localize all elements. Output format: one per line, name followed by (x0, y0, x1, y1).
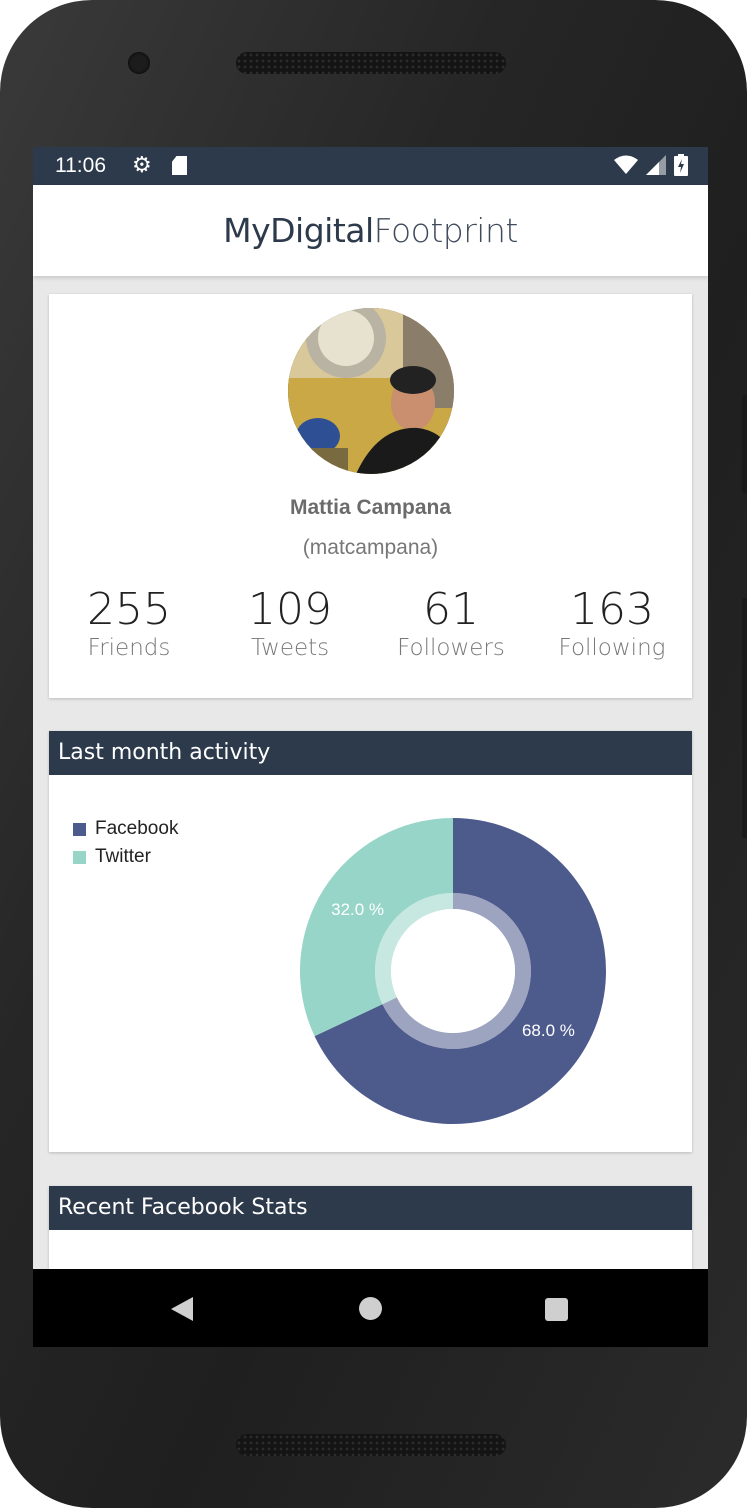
battery-icon (674, 154, 688, 176)
legend-label: Facebook (95, 818, 179, 839)
activity-header: Last month activity (49, 731, 692, 775)
data-label-facebook: 68.0 % (522, 1021, 575, 1040)
activity-title: Last month activity (58, 740, 271, 765)
stat-value: 163 (570, 584, 654, 635)
back-icon[interactable] (171, 1297, 193, 1321)
top-speaker (236, 52, 506, 74)
app-bar: MyDigitalFootprint (33, 185, 708, 276)
recent-apps-icon[interactable] (545, 1298, 568, 1321)
bottom-speaker (236, 1434, 506, 1456)
legend-swatch (73, 822, 86, 836)
data-label-twitter: 32.0 % (331, 900, 384, 919)
stat-label: Tweets (250, 635, 330, 661)
legend-swatch (73, 850, 86, 864)
stat-value: 109 (248, 584, 332, 635)
screen: 11:06 ⚙ MyDigitalFootprint (33, 147, 708, 1347)
status-time: 11:06 (55, 154, 106, 177)
legend-label: Twitter (95, 846, 151, 867)
facebook-title: Recent Facebook Stats (58, 1195, 308, 1220)
app-title: MyDigitalFootprint (33, 211, 708, 250)
pie-slice-facebook[interactable] (314, 818, 606, 1124)
facebook-header: Recent Facebook Stats (49, 1186, 692, 1230)
pie-slice-twitter[interactable] (300, 818, 453, 1037)
stat-friends[interactable]: 255 Friends (49, 586, 209, 662)
power-button[interactable] (742, 395, 747, 493)
pie-inner-ring-twitter (375, 893, 453, 1005)
volume-button[interactable] (742, 598, 747, 838)
signal-icon (646, 155, 666, 175)
donut-hole (391, 909, 515, 1033)
stat-following[interactable]: 163 Following (532, 586, 692, 662)
stat-tweets[interactable]: 109 Tweets (210, 586, 370, 662)
profile-handle: (matcampana) (302, 536, 439, 559)
stat-label: Followers (397, 635, 505, 661)
stat-value: 61 (423, 584, 479, 635)
legend-item-facebook: Facebook (73, 815, 178, 843)
app-title-part1: MyDigital (223, 211, 374, 250)
stat-label: Friends (87, 635, 171, 661)
gear-icon: ⚙ (132, 152, 152, 177)
status-bar: 11:06 ⚙ (33, 147, 708, 185)
stat-label: Following (558, 635, 666, 661)
avatar[interactable] (288, 308, 454, 474)
legend-item-twitter: Twitter (73, 843, 178, 871)
profile-card: Mattia Campana (matcampana) 255 Friends … (49, 294, 692, 698)
wifi-icon (614, 155, 638, 174)
stat-value: 255 (87, 584, 171, 635)
app-title-part2: Footprint (373, 211, 519, 250)
chart-legend: Facebook Twitter (73, 815, 178, 871)
profile-name: Mattia Campana (289, 496, 452, 519)
front-camera (128, 52, 150, 74)
stat-followers[interactable]: 61 Followers (371, 586, 531, 662)
activity-card: Last month activity Facebook Twitter 68.… (49, 731, 692, 1152)
nav-bar (33, 1269, 708, 1347)
donut-chart[interactable]: 68.0 % 32.0 % (49, 775, 692, 1152)
home-icon[interactable] (359, 1297, 382, 1320)
sd-card-icon (172, 156, 187, 175)
